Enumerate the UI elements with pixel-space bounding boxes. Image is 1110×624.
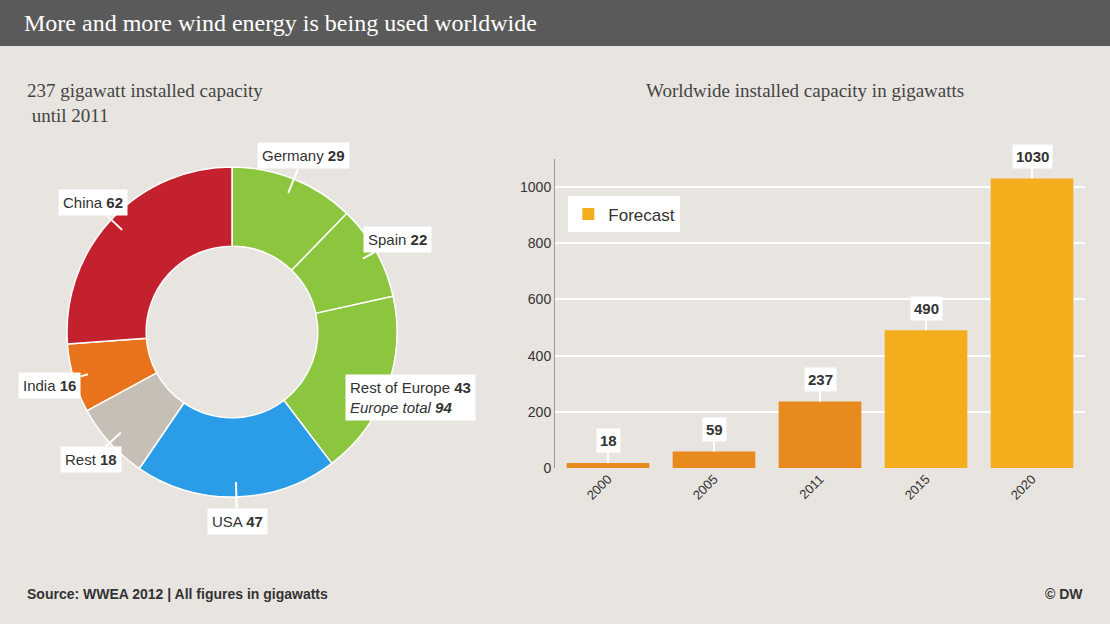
svg-text:Worldwide installed capacity i: Worldwide installed capacity in gigawatt… xyxy=(646,80,964,101)
svg-text:200: 200 xyxy=(528,404,552,420)
svg-text:Germany 29: Germany 29 xyxy=(262,147,345,164)
svg-text:400: 400 xyxy=(528,348,552,364)
svg-text:1030: 1030 xyxy=(1016,148,1049,165)
svg-text:237 gigawatt installed capacit: 237 gigawatt installed capacity until 20… xyxy=(27,80,263,126)
svg-text:1000: 1000 xyxy=(520,179,551,195)
svg-text:2005: 2005 xyxy=(690,472,721,503)
svg-text:India 16: India 16 xyxy=(23,377,76,394)
svg-text:© DW: © DW xyxy=(1045,586,1083,602)
svg-text:2011: 2011 xyxy=(796,472,826,502)
svg-text:Forecast: Forecast xyxy=(608,206,674,225)
svg-text:2000: 2000 xyxy=(584,472,615,503)
svg-text:China 62: China 62 xyxy=(63,194,123,211)
svg-text:2020: 2020 xyxy=(1008,472,1039,503)
svg-text:USA 47: USA 47 xyxy=(212,513,263,530)
svg-text:2015: 2015 xyxy=(902,472,933,503)
svg-text:More and more wind energy is b: More and more wind energy is being used … xyxy=(24,10,537,36)
svg-text:Rest of Europe 43Europe total: Rest of Europe 43Europe total 94 xyxy=(350,379,471,416)
svg-text:490: 490 xyxy=(914,300,939,317)
svg-text:800: 800 xyxy=(528,235,552,251)
svg-text:Spain 22: Spain 22 xyxy=(368,231,427,248)
svg-text:Source: WWEA 2012 | All figure: Source: WWEA 2012 | All figures in gigaw… xyxy=(27,586,328,602)
svg-text:0: 0 xyxy=(543,460,551,476)
svg-text:600: 600 xyxy=(528,291,552,307)
svg-text:59: 59 xyxy=(706,421,723,438)
svg-text:18: 18 xyxy=(600,432,617,449)
svg-text:Rest 18: Rest 18 xyxy=(65,451,117,468)
svg-text:237: 237 xyxy=(808,371,833,388)
